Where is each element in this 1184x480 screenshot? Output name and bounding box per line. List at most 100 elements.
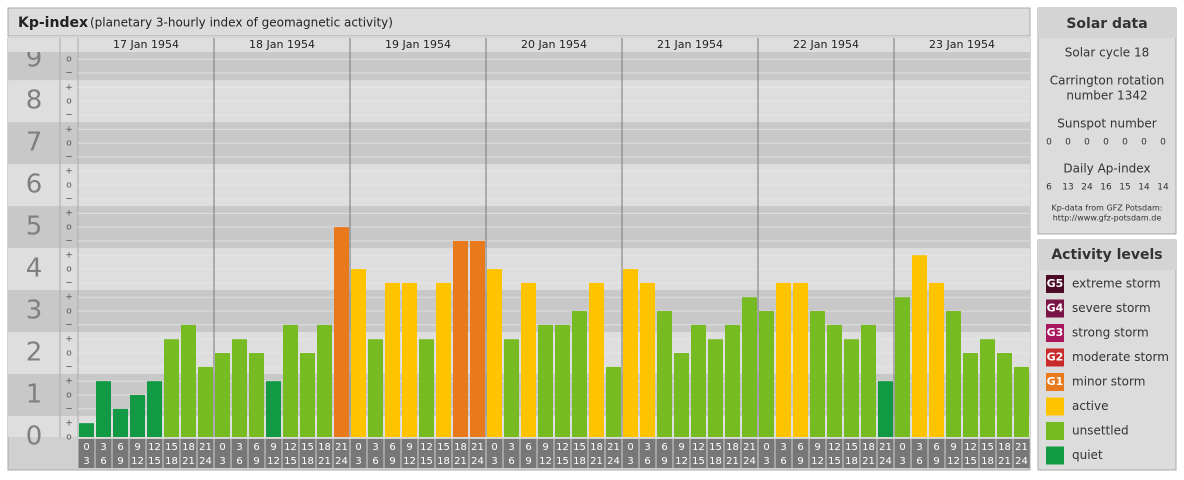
level-badge: G4	[1047, 302, 1064, 315]
level-name: severe storm	[1072, 301, 1151, 315]
bar	[929, 282, 944, 437]
hour-to: 15	[692, 456, 705, 467]
y-subtick-label: −	[65, 68, 73, 78]
hour-cell	[758, 439, 775, 468]
hour-to: 3	[355, 456, 361, 467]
level-swatch	[1046, 373, 1064, 391]
hour-from: 18	[182, 442, 195, 453]
bar	[980, 339, 995, 437]
bar	[555, 324, 570, 437]
hour-cell	[741, 439, 758, 468]
hour-cell	[962, 439, 979, 468]
hour-from: 18	[318, 442, 331, 453]
hour-from: 15	[165, 442, 178, 453]
hour-from: 3	[916, 442, 922, 453]
sunspot-value: 0	[1046, 138, 1052, 148]
hour-cell	[384, 439, 401, 468]
bar	[351, 269, 366, 437]
level-name: minor storm	[1072, 375, 1145, 389]
hour-cell	[146, 439, 163, 468]
hour-to: 21	[998, 456, 1011, 467]
bar	[317, 324, 332, 437]
bar	[266, 381, 281, 437]
sunspot-value: 0	[1141, 138, 1147, 148]
hour-cell	[469, 439, 486, 468]
bar	[844, 339, 859, 437]
hour-to: 9	[525, 456, 531, 467]
y-tick-label: 1	[26, 380, 43, 410]
hour-from: 0	[627, 442, 633, 453]
y-subtick-label: −	[65, 236, 73, 246]
hour-from: 0	[763, 442, 769, 453]
hour-to: 9	[253, 456, 259, 467]
bar	[368, 339, 383, 437]
bar	[997, 353, 1012, 437]
y-subtick-label: +	[65, 209, 73, 219]
bar	[521, 282, 536, 437]
y-subtick-label: o	[66, 181, 72, 191]
hour-from: 12	[828, 442, 841, 453]
hour-to: 18	[165, 456, 178, 467]
hour-to: 15	[964, 456, 977, 467]
hour-from: 6	[117, 442, 123, 453]
hour-to: 15	[148, 456, 161, 467]
y-subtick-label: −	[65, 110, 73, 120]
hour-cell	[571, 439, 588, 468]
hour-to: 18	[301, 456, 314, 467]
bar	[912, 255, 927, 437]
hour-cell	[1013, 439, 1030, 468]
hour-from: 6	[933, 442, 939, 453]
hour-cell	[860, 439, 877, 468]
hour-to: 24	[199, 456, 212, 467]
bar	[776, 282, 791, 437]
level-swatch	[1046, 299, 1064, 318]
y-subtick-label: +	[65, 125, 73, 135]
hour-cell	[129, 439, 146, 468]
hour-from: 3	[508, 442, 514, 453]
hour-to: 12	[811, 456, 824, 467]
bar	[130, 395, 145, 437]
hour-from: 3	[644, 442, 650, 453]
bar	[249, 353, 264, 437]
hour-cell	[639, 439, 656, 468]
hour-cell	[197, 439, 214, 468]
hour-cell	[231, 439, 248, 468]
hour-from: 18	[862, 442, 875, 453]
bar	[657, 311, 672, 437]
hour-cell	[775, 439, 792, 468]
bar	[436, 282, 451, 437]
ap-value: 15	[1119, 183, 1130, 193]
sunspot-value: 0	[1122, 138, 1128, 148]
hour-from: 21	[607, 442, 620, 453]
bar	[487, 269, 502, 437]
hour-cell	[843, 439, 860, 468]
hour-cell	[350, 439, 367, 468]
hour-cell	[792, 439, 809, 468]
bar	[674, 353, 689, 437]
level-badge: G1	[1047, 375, 1064, 388]
sunspot-value: 0	[1160, 138, 1166, 148]
hour-from: 9	[950, 442, 956, 453]
hour-to: 15	[284, 456, 297, 467]
bar	[793, 282, 808, 437]
hour-to: 6	[780, 456, 786, 467]
hour-to: 18	[845, 456, 858, 467]
hour-from: 15	[437, 442, 450, 453]
level-name: extreme storm	[1072, 277, 1161, 291]
hour-from: 9	[678, 442, 684, 453]
y-tick-label: 4	[26, 254, 43, 284]
bar	[895, 297, 910, 437]
hour-to: 24	[335, 456, 348, 467]
y-subtick-label: +	[65, 293, 73, 303]
day-label: 22 Jan 1954	[793, 38, 859, 51]
bar	[79, 423, 94, 437]
hour-cell	[452, 439, 469, 468]
hour-to: 3	[763, 456, 769, 467]
y-subtick-label: −	[65, 320, 73, 330]
hour-cell	[316, 439, 333, 468]
hour-from: 21	[471, 442, 484, 453]
y-subtick-label: o	[66, 433, 72, 443]
bar	[504, 339, 519, 437]
hour-to: 18	[981, 456, 994, 467]
level-name: quiet	[1072, 448, 1103, 462]
